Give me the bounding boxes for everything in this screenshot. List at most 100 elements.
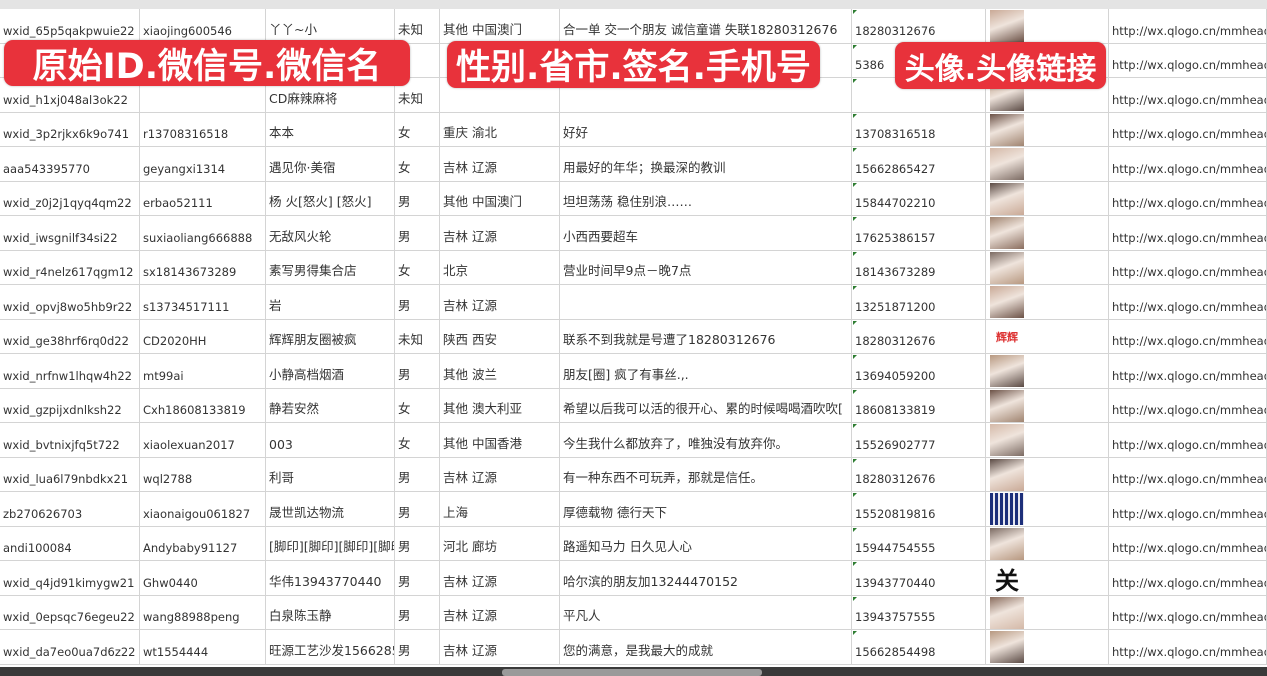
cell-gender[interactable]: 女 (395, 112, 440, 146)
cell-avatar[interactable] (986, 595, 1109, 629)
cell-name[interactable]: 岩 (266, 285, 395, 319)
cell-gender[interactable]: 男 (395, 492, 440, 526)
cell-wechat[interactable]: xiaojing600546 (140, 9, 266, 43)
cell-region[interactable]: 吉林 辽源 (440, 285, 560, 319)
cell-region[interactable]: 吉林 辽源 (440, 147, 560, 181)
cell-name[interactable]: 杨 火[怒火] [怒火] (266, 181, 395, 215)
cell-id[interactable]: wxid_lua6l79nbdkx21 (0, 457, 140, 491)
cell-wechat[interactable]: mt99ai (140, 354, 266, 388)
cell-wechat[interactable]: erbao52111 (140, 181, 266, 215)
cell-region[interactable]: 陕西 西安 (440, 319, 560, 353)
cell-phone[interactable]: 15662865427 (852, 147, 986, 181)
cell-wechat[interactable]: xiaolexuan2017 (140, 423, 266, 457)
cell-id[interactable]: zb270626703 (0, 492, 140, 526)
cell-phone[interactable]: 18608133819 (852, 388, 986, 422)
cell-wechat[interactable]: Ghw0440 (140, 561, 266, 595)
cell-phone[interactable]: 15520819816 (852, 492, 986, 526)
cell-phone[interactable]: 13694059200 (852, 354, 986, 388)
cell-avatar[interactable] (986, 112, 1109, 146)
cell-url[interactable]: http://wx.qlogo.cn/mmhead (1109, 354, 1267, 388)
cell-name[interactable]: 遇见你·美宿 (266, 147, 395, 181)
cell-gender[interactable]: 男 (395, 285, 440, 319)
cell-wechat[interactable]: sx18143673289 (140, 250, 266, 284)
cell-name[interactable]: CD麻辣麻将 (266, 78, 395, 112)
cell-gender[interactable]: 女 (395, 423, 440, 457)
cell-signature[interactable] (560, 43, 852, 77)
cell-gender[interactable]: 男 (395, 181, 440, 215)
cell-gender[interactable]: 男 (395, 526, 440, 560)
cell-gender[interactable]: 女 (395, 388, 440, 422)
cell-signature[interactable]: 平凡人 (560, 595, 852, 629)
cell-wechat[interactable]: s13734517111 (140, 285, 266, 319)
cell-region[interactable]: 其他 澳大利亚 (440, 388, 560, 422)
cell-id[interactable]: wxid_nrfnw1lhqw4h22 (0, 354, 140, 388)
cell-id[interactable]: wxid_z0j2j1qyq4qm22 (0, 181, 140, 215)
cell-signature[interactable]: 合一单 交一个朋友 诚信童谱 失联18280312676 (560, 9, 852, 43)
cell-url[interactable]: http://wx.qlogo.cn/mmhead (1109, 43, 1267, 77)
cell-region[interactable]: 河北 廊坊 (440, 526, 560, 560)
cell-url[interactable]: http://wx.qlogo.cn/mmhead (1109, 216, 1267, 250)
cell-gender[interactable]: 男 (395, 630, 440, 664)
cell-id[interactable]: wxid_opvj8wo5hb9r22 (0, 285, 140, 319)
cell-phone[interactable]: 18143673289 (852, 250, 986, 284)
cell-url[interactable]: http://wx.qlogo.cn/mmhead (1109, 9, 1267, 43)
cell-wechat[interactable]: wt1554444 (140, 630, 266, 664)
cell-gender[interactable]: 男 (395, 457, 440, 491)
cell-signature[interactable]: 有一种东西不可玩弄，那就是信任。 (560, 457, 852, 491)
cell-phone[interactable]: 13943770440 (852, 561, 986, 595)
cell-signature[interactable]: 小西西要超车 (560, 216, 852, 250)
cell-phone[interactable]: 15944754555 (852, 526, 986, 560)
cell-id[interactable]: wxid_65p5qakpwuie22 (0, 9, 140, 43)
cell-id[interactable]: wxid_0epsqc76egeu22 (0, 595, 140, 629)
cell-signature[interactable] (560, 78, 852, 112)
cell-id[interactable]: wxid_h1xj048al3ok22 (0, 78, 140, 112)
cell-avatar[interactable] (986, 216, 1109, 250)
cell-avatar[interactable] (986, 181, 1109, 215)
cell-name[interactable]: 旺源工艺沙发15662854 (266, 630, 395, 664)
cell-region[interactable]: 吉林 辽源 (440, 561, 560, 595)
cell-region[interactable]: 吉林 辽源 (440, 216, 560, 250)
cell-avatar[interactable] (986, 9, 1109, 43)
cell-name[interactable]: 利哥 (266, 457, 395, 491)
cell-gender[interactable]: 未知 (395, 319, 440, 353)
cell-gender[interactable]: 男 (395, 595, 440, 629)
cell-url[interactable]: http://wx.qlogo.cn/mmhead (1109, 595, 1267, 629)
cell-wechat[interactable]: CD2020HH (140, 319, 266, 353)
cell-signature[interactable]: 哈尔滨的朋友加13244470152 (560, 561, 852, 595)
cell-name[interactable]: 小静高档烟酒 (266, 354, 395, 388)
cell-gender[interactable]: 女 (395, 147, 440, 181)
cell-avatar[interactable] (986, 388, 1109, 422)
cell-url[interactable]: http://wx.qlogo.cn/mmhead (1109, 181, 1267, 215)
cell-phone[interactable]: 17625386157 (852, 216, 986, 250)
cell-avatar[interactable] (986, 630, 1109, 664)
cell-avatar[interactable] (986, 354, 1109, 388)
cell-phone[interactable]: 13943757555 (852, 595, 986, 629)
cell-name[interactable]: [脚印][脚印][脚印][脚印 (266, 526, 395, 560)
cell-region[interactable]: 吉林 辽源 (440, 457, 560, 491)
cell-signature[interactable]: 坦坦荡荡 稳住别浪…… (560, 181, 852, 215)
cell-region[interactable]: 北京 (440, 250, 560, 284)
horizontal-scrollbar-thumb[interactable] (502, 669, 762, 676)
cell-url[interactable]: http://wx.qlogo.cn/mmhead (1109, 285, 1267, 319)
cell-avatar[interactable] (986, 250, 1109, 284)
cell-region[interactable]: 重庆 渝北 (440, 112, 560, 146)
cell-region[interactable]: 其他 中国香港 (440, 423, 560, 457)
cell-avatar[interactable]: 关 (986, 561, 1109, 595)
cell-name[interactable]: 辉辉朋友圈被疯 (266, 319, 395, 353)
cell-signature[interactable]: 好好 (560, 112, 852, 146)
cell-id[interactable]: andi100084 (0, 526, 140, 560)
cell-wechat[interactable]: Cxh18608133819 (140, 388, 266, 422)
cell-wechat[interactable]: xiaonaigou061827 (140, 492, 266, 526)
cell-gender[interactable] (395, 43, 440, 77)
cell-id[interactable]: wxid_da7eo0ua7d6z22 (0, 630, 140, 664)
cell-wechat[interactable] (140, 78, 266, 112)
cell-region[interactable]: 吉林 辽源 (440, 630, 560, 664)
cell-id[interactable]: aaa543395770 (0, 147, 140, 181)
cell-region[interactable]: 上海 (440, 492, 560, 526)
cell-gender[interactable]: 未知 (395, 78, 440, 112)
cell-id[interactable]: wxid_bvtnixjfq5t722 (0, 423, 140, 457)
cell-gender[interactable]: 男 (395, 216, 440, 250)
cell-phone[interactable]: 15526902777 (852, 423, 986, 457)
cell-name[interactable]: 白泉陈玉静 (266, 595, 395, 629)
cell-name[interactable]: 无敌风火轮 (266, 216, 395, 250)
